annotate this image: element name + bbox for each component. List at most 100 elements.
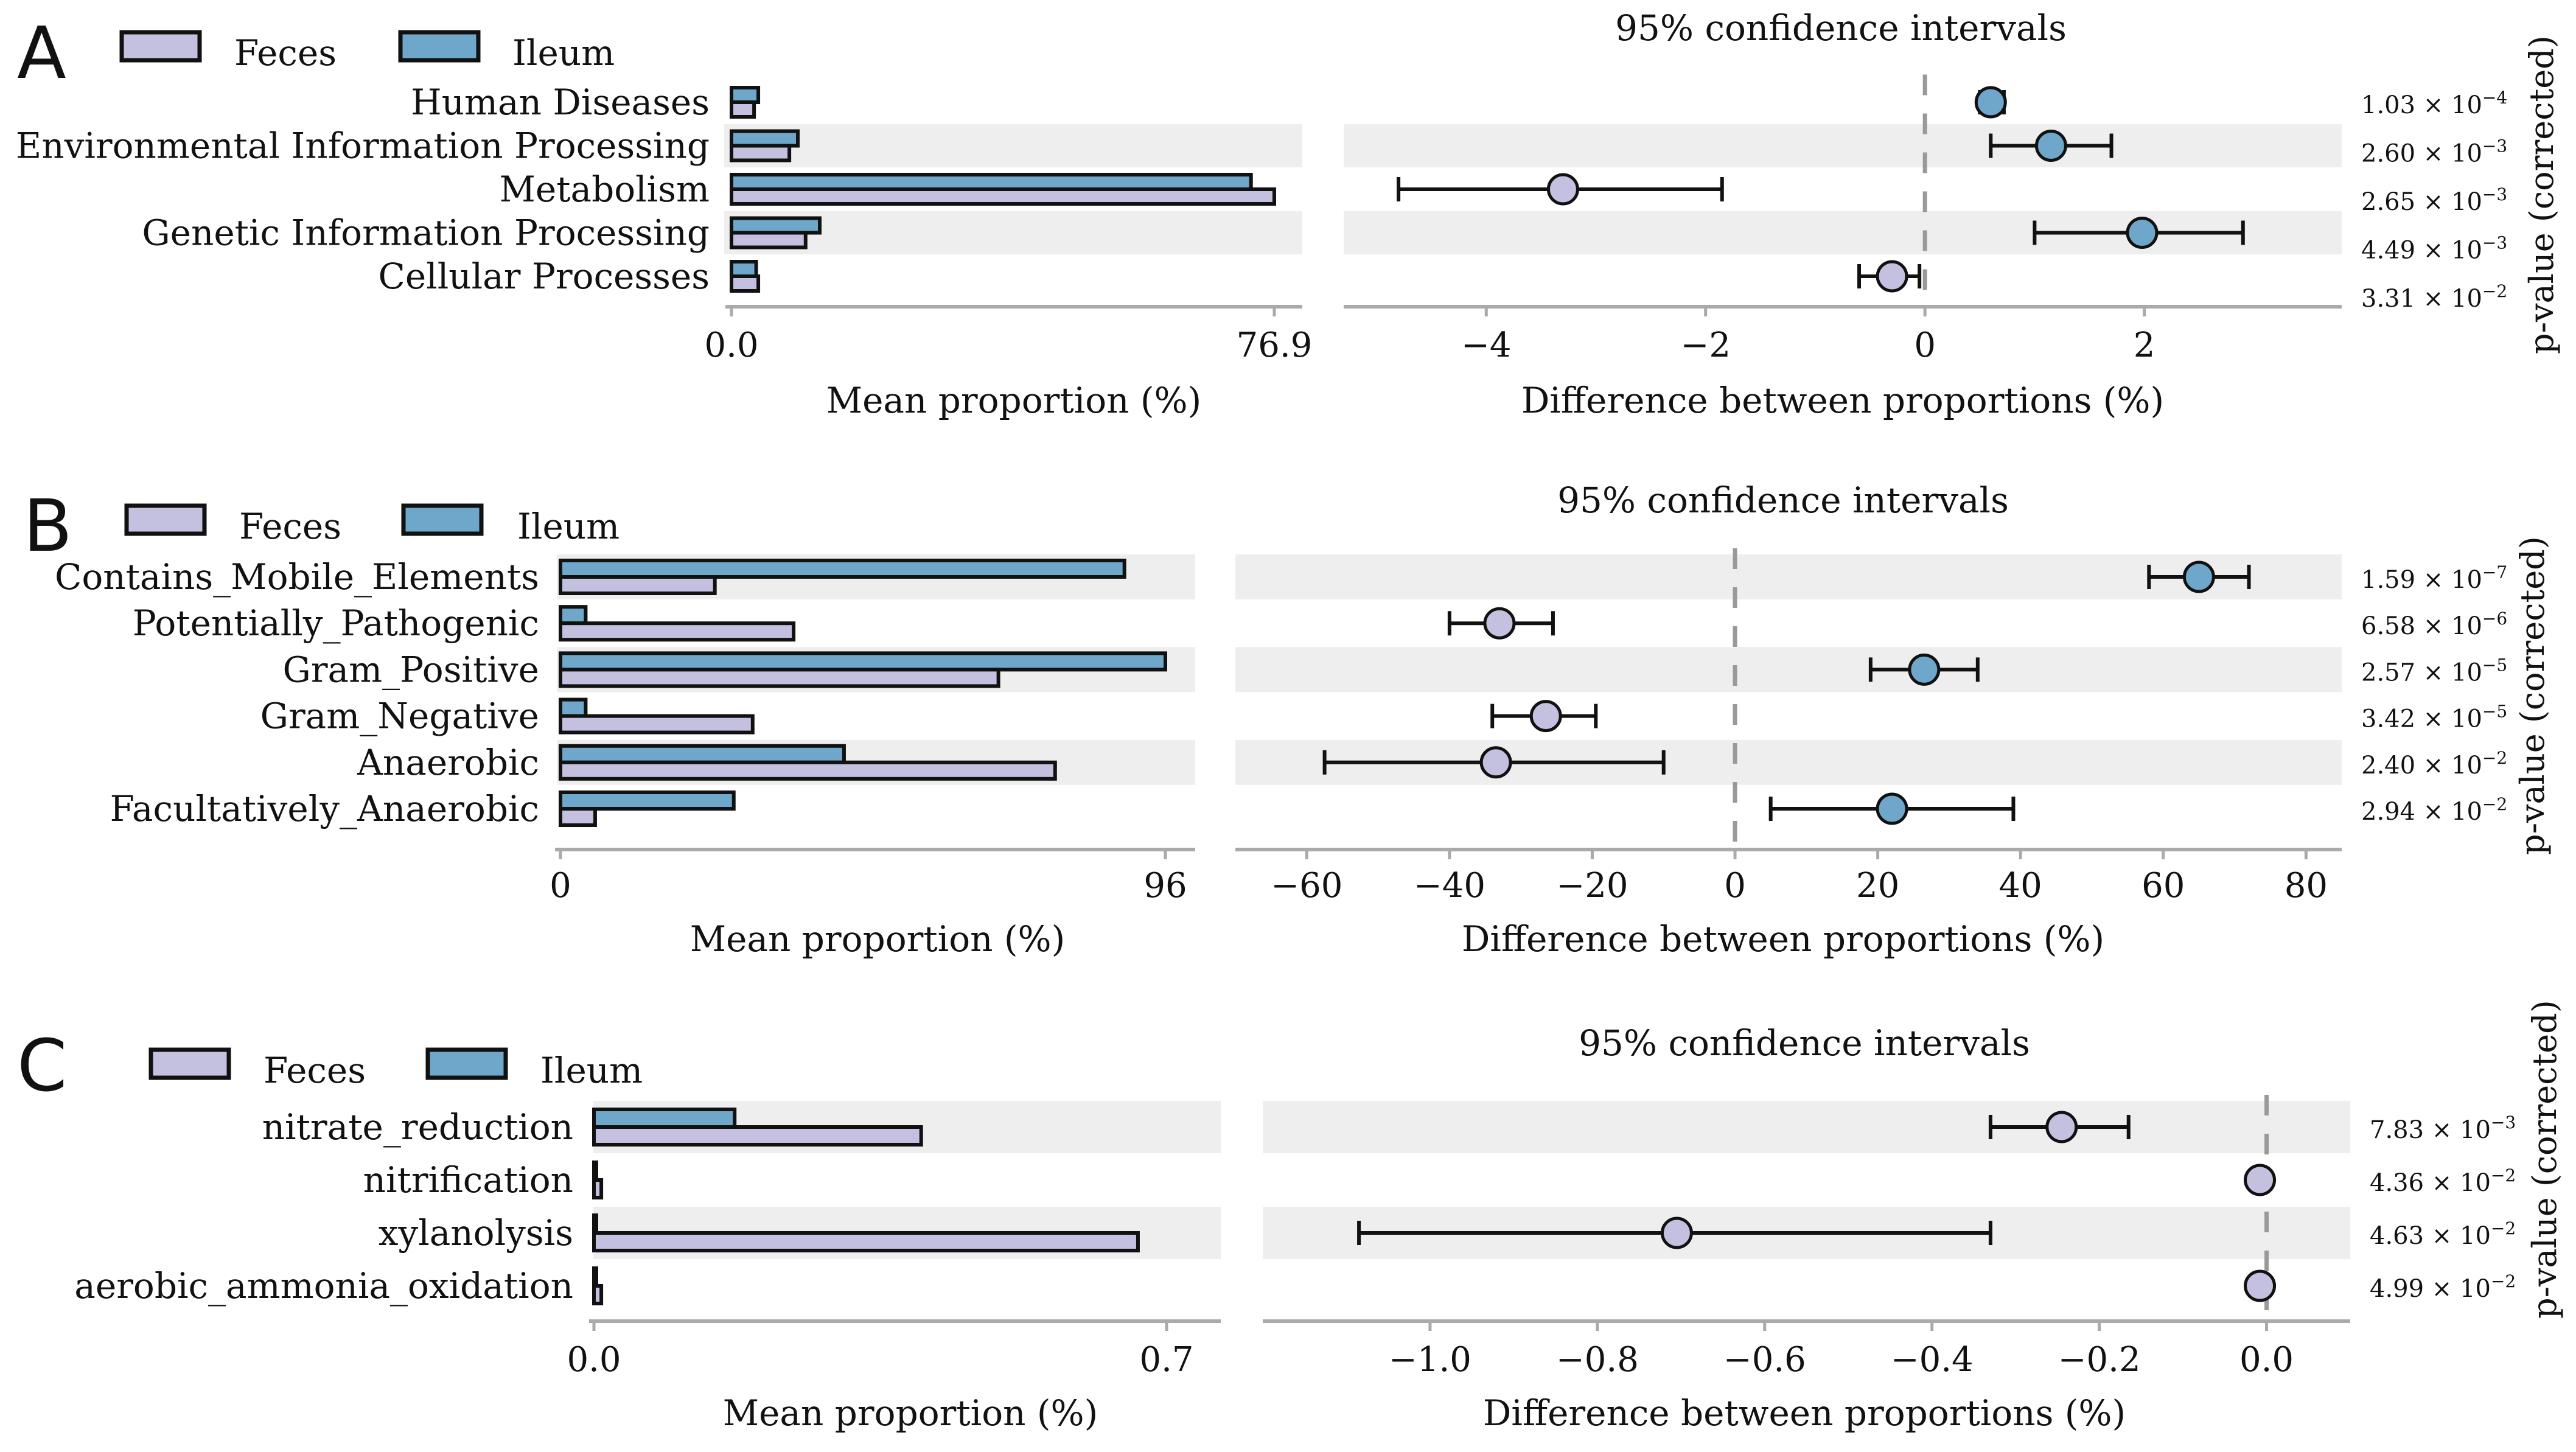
diff-tick-label: −0.8: [1556, 1340, 1639, 1380]
difference-point: [2045, 1111, 2078, 1143]
row-stripe-right: [1263, 1101, 2350, 1153]
p-value-label: 4.99 × 10−2: [2370, 1271, 2516, 1303]
p-value-label: 6.58 × 10−6: [2361, 609, 2507, 640]
difference-point: [2244, 1164, 2277, 1196]
difference-point: [2182, 560, 2215, 593]
bar-ileum: [592, 1108, 737, 1129]
p-value-label: 4.63 × 10−2: [2370, 1218, 2516, 1250]
difference-point: [1529, 700, 1562, 733]
difference-point: [1479, 746, 1512, 779]
p-value-label: 3.31 × 10−2: [2361, 281, 2507, 313]
p-value-axis-label: p-value (corrected): [2513, 536, 2552, 855]
category-label: Contains_Mobile_Elements: [55, 556, 539, 598]
diff-tick-label: −0.2: [2058, 1340, 2141, 1380]
p-value-label: 4.49 × 10−3: [2361, 233, 2507, 265]
bar-ileum: [592, 1213, 598, 1235]
difference-point: [2034, 130, 2067, 162]
panel-b: B Feces Ileum 95% confidence intervals Conta…: [23, 480, 2552, 960]
category-label: Human Diseases: [411, 82, 710, 123]
diff-axis-label: Difference between proportions (%): [1521, 380, 2164, 421]
row-stripe-right: [1235, 647, 2342, 693]
legend-swatch-feces: [148, 1047, 231, 1080]
diff-tick-label: −60: [1271, 866, 1342, 906]
ci-title: 95% confidence intervals: [1579, 1022, 2030, 1064]
row-stripe-right: [1344, 124, 2342, 167]
mean-tick-label: 0.0: [704, 326, 758, 365]
mean-axis-label: Mean proportion (%): [826, 380, 1202, 421]
bar-ileum: [559, 559, 1126, 579]
panel-a: A Feces Ileum 95% confidence intervals Human…: [16, 7, 2561, 421]
mean-tick-label: 0.7: [1139, 1340, 1193, 1380]
mean-tick-label: 96: [1143, 866, 1187, 906]
bar-ileum: [559, 697, 588, 718]
bar-ileum: [559, 651, 1167, 672]
diff-axis-label: Difference between proportions (%): [1483, 1392, 2126, 1434]
p-value-axis-label: p-value (corrected): [2522, 35, 2561, 354]
bar-ileum: [592, 1266, 598, 1288]
mean-tick-label: 0.0: [567, 1340, 621, 1380]
bar-ileum: [730, 260, 758, 278]
p-value-label: 1.59 × 10−7: [2361, 562, 2507, 594]
difference-point: [1546, 173, 1579, 206]
category-label: Gram_Positive: [283, 649, 540, 690]
category-label: Environmental Information Processing: [16, 125, 710, 167]
bar-ileum: [559, 744, 846, 764]
legend-swatch-ileum: [425, 1047, 508, 1080]
diff-tick-label: 0: [1914, 326, 1936, 365]
category-label: nitrate_reduction: [262, 1106, 573, 1148]
difference-point: [2244, 1269, 2277, 1302]
category-label: Metabolism: [499, 169, 710, 210]
diff-tick-label: −0.4: [1891, 1340, 1974, 1380]
p-value-label: 2.57 × 10−5: [2361, 655, 2507, 686]
bar-feces: [592, 1178, 604, 1199]
mean-tick-label: 0: [550, 866, 571, 906]
difference-point: [1660, 1216, 1693, 1249]
mean-tick-label: 76.9: [1237, 326, 1313, 365]
diff-tick-label: −4: [1461, 326, 1512, 365]
bar-feces: [592, 1284, 604, 1305]
p-value-label: 7.83 × 10−3: [2370, 1112, 2516, 1144]
difference-point: [1483, 607, 1516, 640]
bar-ileum: [559, 791, 736, 811]
diff-tick-label: −20: [1556, 866, 1628, 906]
panel-letter: C: [17, 1024, 67, 1108]
panel-letter: A: [17, 11, 66, 95]
p-value-label: 2.60 × 10−3: [2361, 136, 2507, 168]
legend-swatch-ileum: [398, 30, 481, 63]
diff-tick-label: −2: [1680, 326, 1731, 365]
panel-letter: B: [23, 484, 72, 568]
difference-point: [1876, 260, 1908, 293]
bar-feces: [559, 575, 717, 595]
ci-title: 95% confidence intervals: [1557, 480, 2009, 521]
bar-ileum: [730, 216, 822, 235]
legend-label-feces: Feces: [239, 506, 341, 547]
diff-tick-label: −0.6: [1723, 1340, 1806, 1380]
category-label: xylanolysis: [379, 1212, 573, 1254]
diff-axis-label: Difference between proportions (%): [1462, 918, 2104, 960]
legend-label-ileum: Ileum: [540, 1050, 643, 1091]
p-value-label: 2.94 × 10−2: [2361, 794, 2507, 826]
bar-feces: [559, 668, 1000, 688]
p-value-label: 2.65 × 10−3: [2361, 184, 2507, 216]
legend-label-feces: Feces: [264, 1050, 366, 1091]
category-label: Potentially_Pathogenic: [133, 602, 539, 644]
category-label: Anaerobic: [357, 742, 539, 783]
row-stripe-left: [724, 124, 1302, 167]
legend-swatch-ileum: [401, 503, 484, 536]
p-value-label: 4.36 × 10−2: [2370, 1165, 2516, 1197]
legend-swatch-feces: [119, 30, 202, 63]
difference-point: [2126, 217, 2159, 249]
bar-feces: [730, 231, 808, 250]
category-label: Facultatively_Anaerobic: [110, 788, 539, 829]
diff-tick-label: 20: [1856, 866, 1899, 906]
category-label: Genetic Information Processing: [142, 212, 710, 254]
p-value-label: 2.40 × 10−2: [2361, 748, 2507, 780]
category-label: aerobic_ammonia_oxidation: [74, 1265, 573, 1307]
panel-c: C Feces Ileum 95% confidence intervals nitra…: [17, 1000, 2564, 1434]
bar-feces: [730, 187, 1276, 206]
diff-tick-label: 60: [2141, 866, 2185, 906]
bar-ileum: [730, 86, 761, 104]
bar-feces: [559, 714, 755, 735]
bar-ileum: [730, 173, 1253, 191]
legend-label-ileum: Ileum: [512, 32, 615, 74]
